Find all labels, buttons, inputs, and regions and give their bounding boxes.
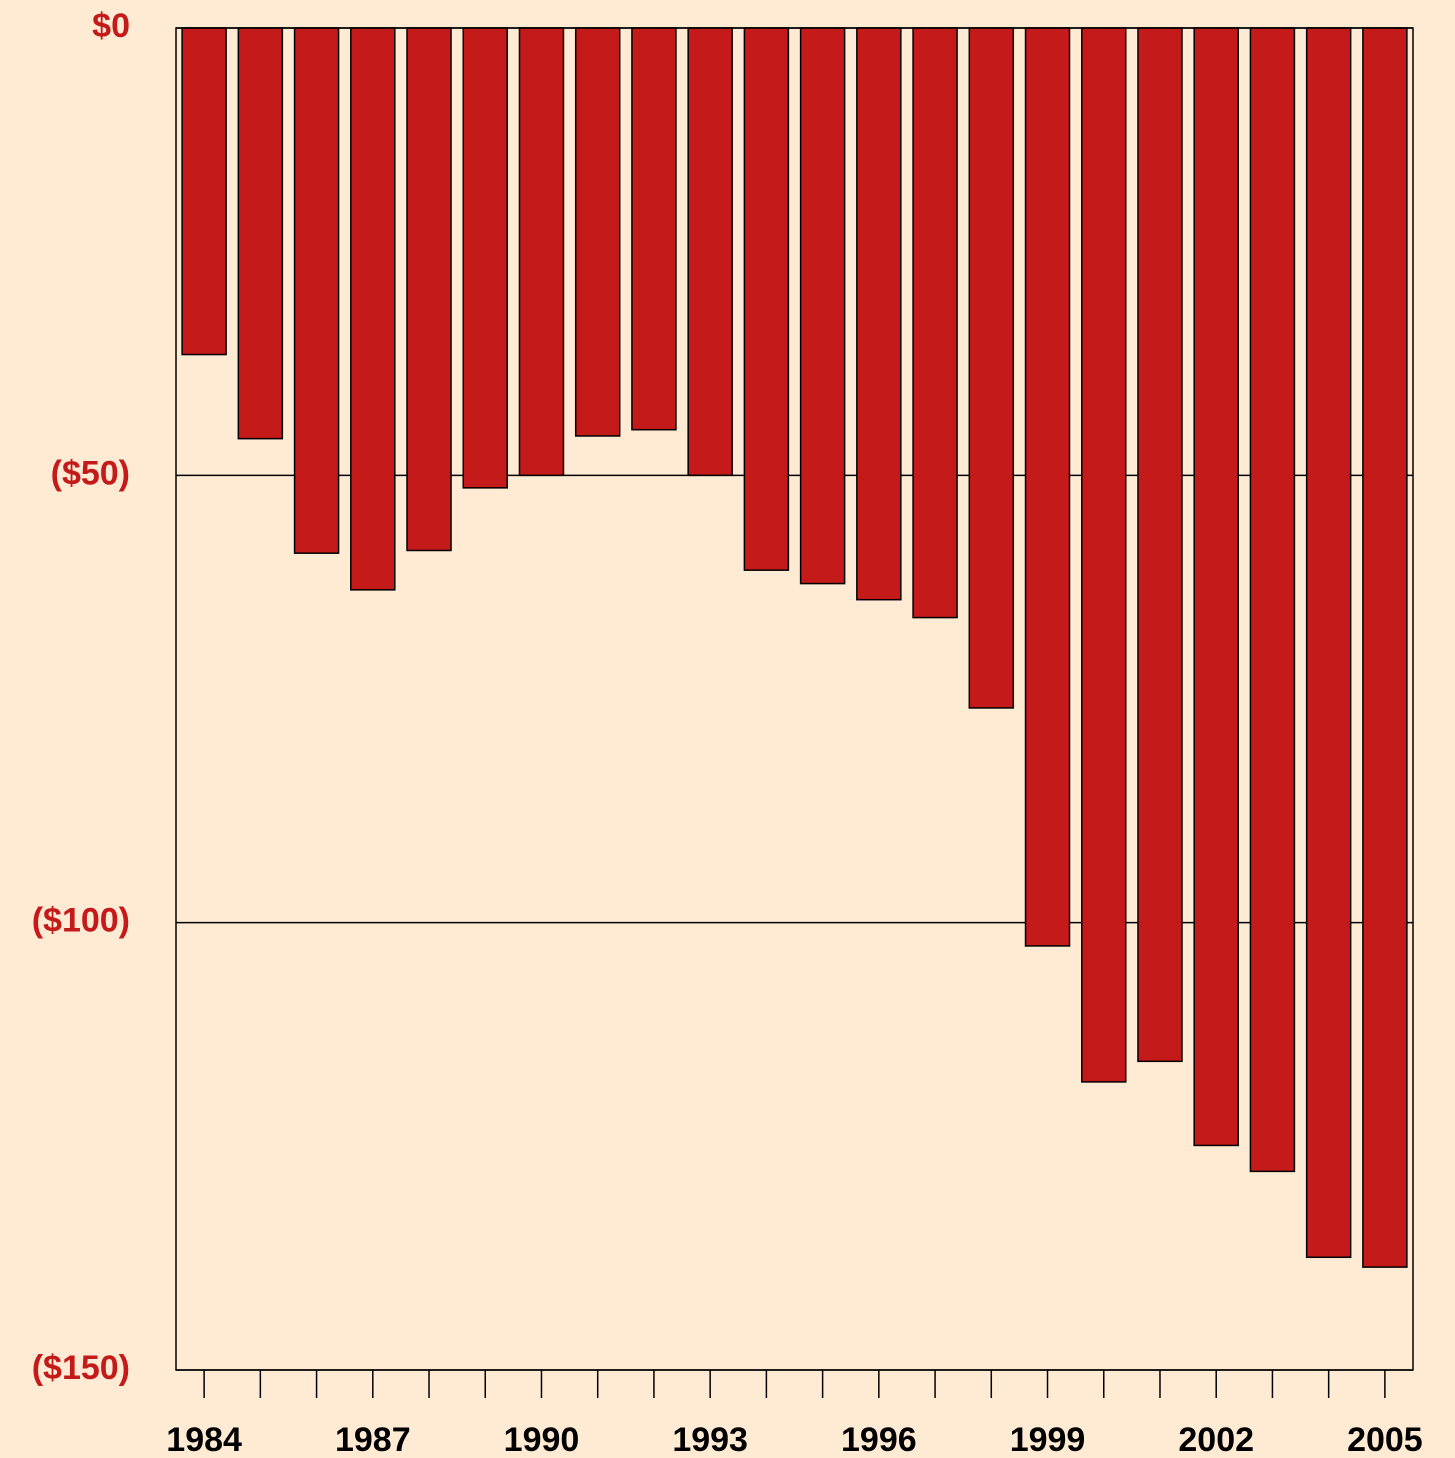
bar xyxy=(1249,27,1296,1173)
bar xyxy=(1362,27,1408,1268)
bar xyxy=(856,27,902,601)
bar xyxy=(743,27,790,571)
x-tick-label: 1987 xyxy=(335,1421,411,1458)
bar xyxy=(1137,27,1183,1063)
x-tick-label: 2005 xyxy=(1347,1421,1423,1458)
x-tick-label: 1999 xyxy=(1010,1421,1086,1458)
x-tick-label: 1990 xyxy=(504,1421,580,1458)
y-tick-label: ($150) xyxy=(32,1349,130,1387)
bar xyxy=(462,27,508,489)
bar xyxy=(912,27,958,619)
x-tick-label: 1984 xyxy=(166,1421,242,1458)
bar xyxy=(799,27,846,585)
bar xyxy=(518,27,565,477)
bar xyxy=(1193,27,1239,1147)
bar xyxy=(181,27,227,356)
bar xyxy=(1024,27,1071,947)
bar xyxy=(350,27,396,591)
bar xyxy=(631,27,677,431)
bar xyxy=(406,27,452,552)
bar xyxy=(687,27,733,477)
y-tick-label: ($100) xyxy=(32,902,130,940)
bar xyxy=(574,27,621,437)
bar xyxy=(968,27,1015,709)
y-tick-label: ($50) xyxy=(51,454,130,492)
bar xyxy=(237,27,284,440)
x-tick-label: 1993 xyxy=(672,1421,748,1458)
y-tick-label: $0 xyxy=(92,7,130,45)
plot-frame xyxy=(175,27,1414,1371)
bar xyxy=(1305,27,1352,1259)
bar xyxy=(1081,27,1127,1083)
x-tick-label: 1996 xyxy=(841,1421,917,1458)
bar xyxy=(293,27,340,554)
x-tick-label: 2002 xyxy=(1178,1421,1254,1458)
